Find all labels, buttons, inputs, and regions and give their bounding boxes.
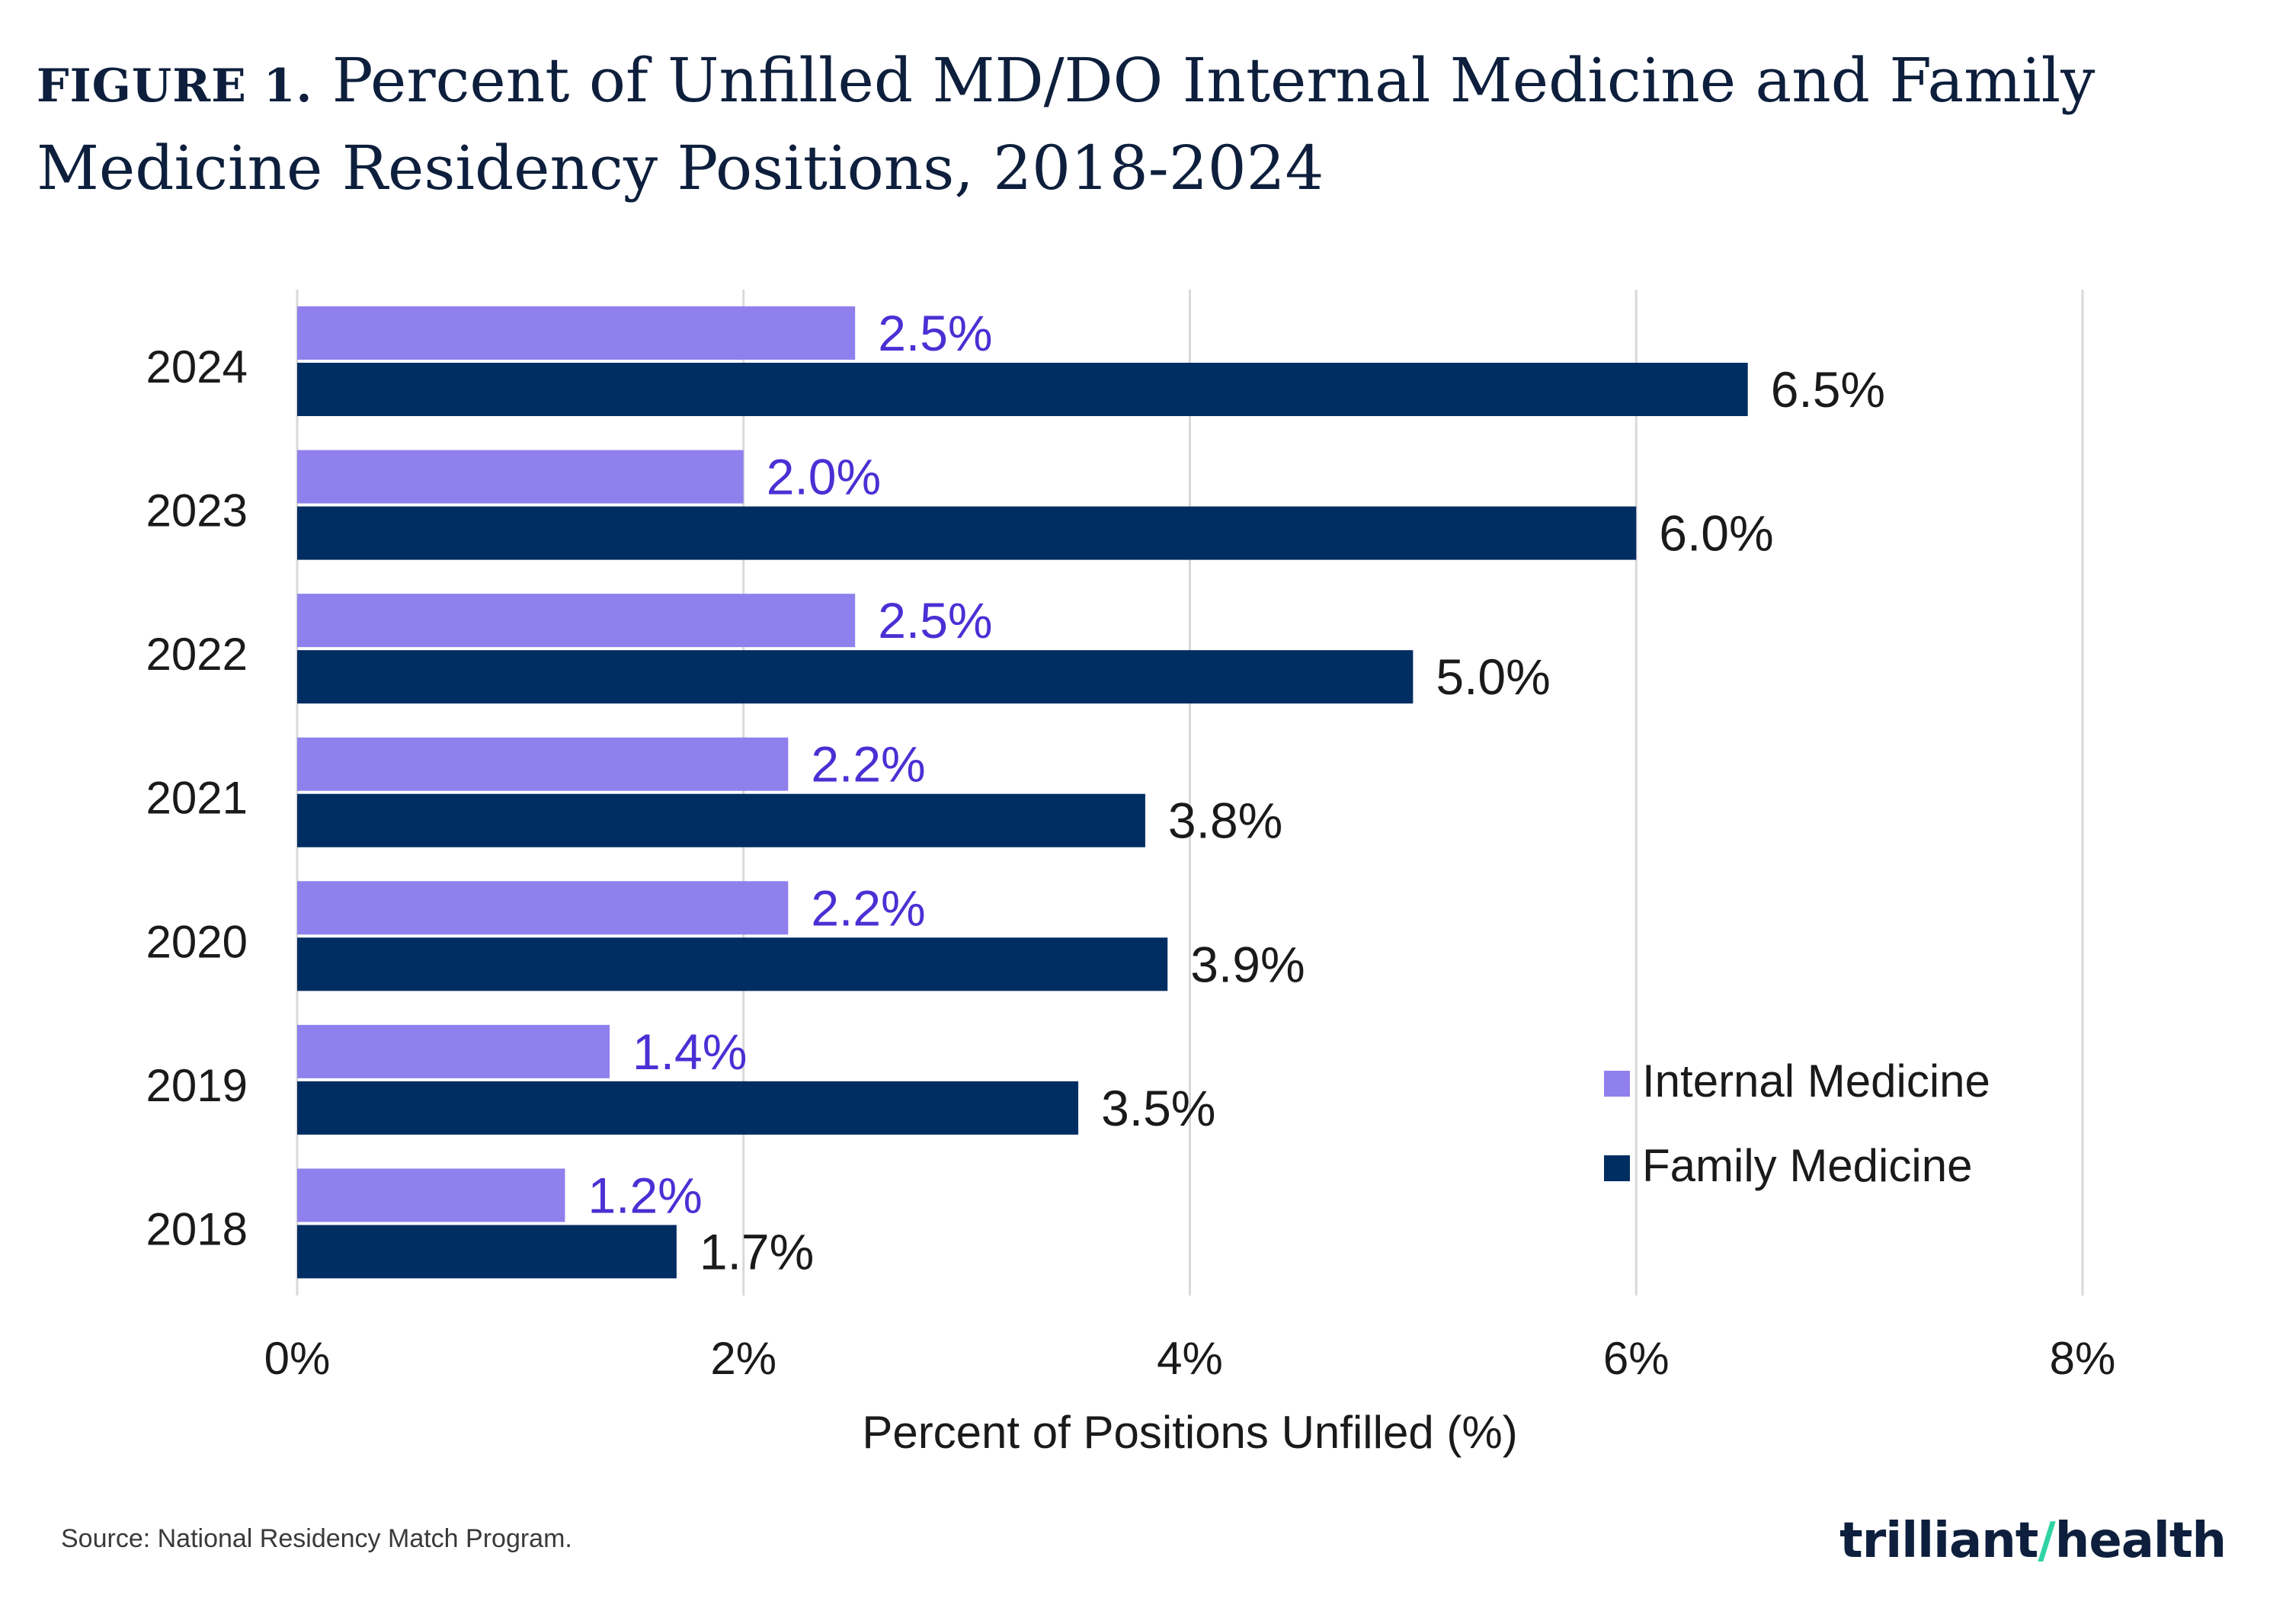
bars: 2.5% 6.5% 2.0% 6.0% 2.5% 5.0% 2.2% 3.8% 2.2% 3.9%… — [297, 305, 1885, 1280]
legend-swatch — [1604, 1071, 1630, 1097]
legend-swatch — [1604, 1155, 1630, 1181]
x-tick-label: 6% — [1603, 1333, 1670, 1384]
title-text: Percent of Unfilled MD/DO Internal Medic… — [37, 45, 2096, 203]
bar-family-medicine — [297, 363, 1748, 416]
bar-family-medicine — [297, 793, 1145, 847]
y-tick-label: 2019 — [146, 1060, 248, 1111]
data-label: 6.5% — [1771, 361, 1885, 418]
data-label: 2.2% — [811, 736, 925, 793]
x-tick-label: 8% — [2050, 1333, 2116, 1384]
y-tick-label: 2021 — [146, 773, 248, 824]
y-tick-label: 2024 — [146, 341, 248, 392]
bar-internal-medicine — [297, 881, 789, 935]
bar-internal-medicine — [297, 737, 789, 791]
bar-internal-medicine — [297, 450, 744, 504]
bar-family-medicine — [297, 937, 1168, 991]
data-label: 2.5% — [878, 305, 992, 361]
y-tick-label: 2022 — [146, 629, 248, 680]
y-tick-label: 2018 — [146, 1203, 248, 1254]
y-tick-label: 2023 — [146, 485, 248, 537]
source-note: Source: National Residency Match Program… — [61, 1524, 572, 1553]
data-label: 2.5% — [878, 592, 992, 649]
bar-family-medicine — [297, 506, 1637, 560]
data-label: 2.0% — [767, 449, 881, 505]
bar-family-medicine — [297, 1081, 1079, 1135]
x-axis-label: Percent of Positions Unfilled (%) — [862, 1407, 1517, 1458]
bar-family-medicine — [297, 650, 1414, 704]
data-label: 3.8% — [1168, 793, 1282, 849]
bar-internal-medicine — [297, 594, 856, 648]
data-label: 1.2% — [588, 1167, 702, 1223]
legend-label: Internal Medicine — [1642, 1055, 1990, 1107]
bar-internal-medicine — [297, 1168, 565, 1222]
bar-internal-medicine — [297, 306, 856, 360]
y-tick-label: 2020 — [146, 916, 248, 967]
x-axis-ticks: 0% 2% 4% 6% 8% — [264, 1333, 2116, 1384]
data-label: 6.0% — [1659, 505, 1773, 562]
x-tick-label: 2% — [710, 1333, 776, 1384]
data-label: 5.0% — [1436, 649, 1550, 705]
brand-logo: trilliant/health — [1839, 1513, 2227, 1569]
bar-family-medicine — [297, 1225, 677, 1279]
data-label: 3.5% — [1101, 1080, 1215, 1136]
bar-internal-medicine — [297, 1024, 610, 1078]
y-axis-ticks: 2024 2023 2022 2021 2020 2019 2018 — [146, 341, 248, 1254]
figure-label: FIGURE 1. — [37, 59, 313, 113]
x-tick-label: 4% — [1157, 1333, 1223, 1384]
data-label: 1.7% — [700, 1223, 814, 1280]
data-label: 1.4% — [632, 1023, 747, 1080]
x-tick-label: 0% — [264, 1333, 331, 1384]
legend-label: Family Medicine — [1642, 1140, 1972, 1191]
legend: Internal Medicine Family Medicine — [1604, 1055, 1990, 1191]
data-label: 2.2% — [811, 879, 925, 936]
data-label: 3.9% — [1190, 936, 1305, 992]
chart-title: FIGURE 1. Percent of Unfilled MD/DO Inte… — [37, 40, 2231, 210]
